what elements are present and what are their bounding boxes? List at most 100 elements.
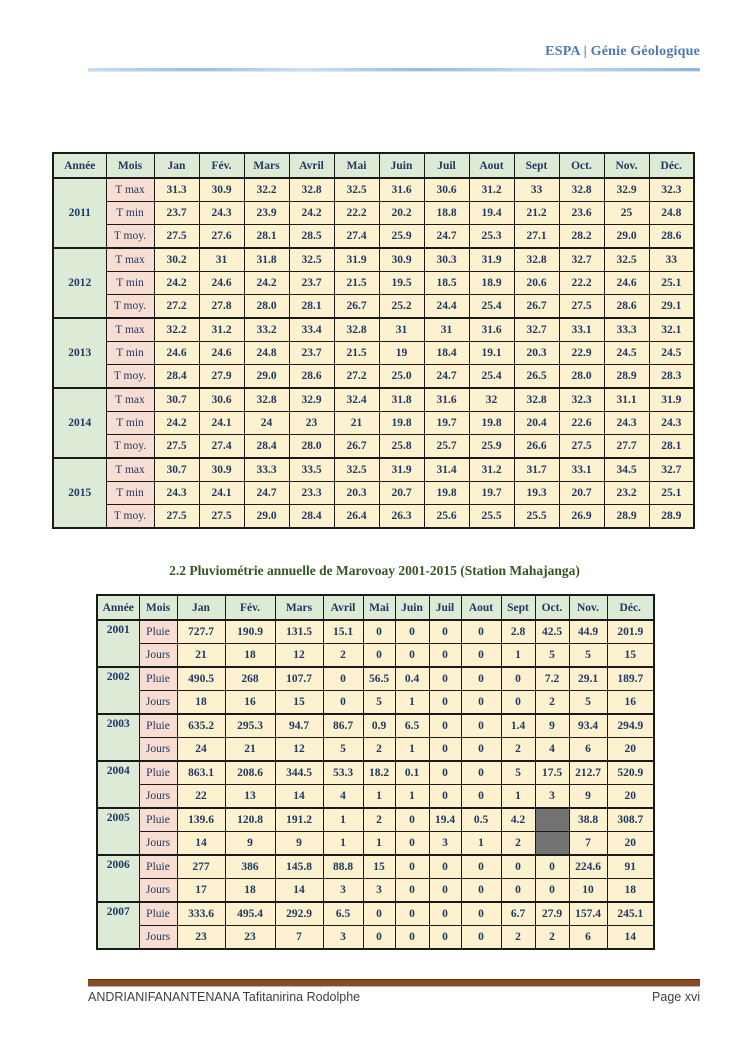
value-cell: 0 [460,901,502,926]
value-cell: 32.3 [648,177,695,202]
value-cell: 28.1 [243,224,290,249]
value-cell: 23.6 [558,201,605,225]
value-cell: 0 [322,690,364,715]
table-header-row: Année Mois Jan Fév. Mars Avril Mai Juin Juil Aout… [96,594,655,621]
missing-value-cell [534,807,570,832]
value-cell: 0 [394,854,430,879]
value-cell: 31.8 [378,387,425,412]
table-row: T moy. 27.5 27.6 28.1 28.5 27.4 25.9 24.7 25.3 27… [53,224,695,249]
value-cell: 26.7 [333,294,380,319]
value-cell: 24.8 [648,201,695,225]
column-header-cell: Juin [378,152,425,179]
value-cell: 28.4 [153,364,200,389]
value-cell: 0 [460,784,502,809]
value-cell: 4 [322,784,364,809]
value-cell: 31.9 [333,247,380,272]
value-cell: 31.6 [468,317,515,342]
value-cell: 33.3 [603,317,650,342]
value-cell: 18 [606,878,655,903]
table-row: T min 24.3 24.1 24.7 23.3 20.3 20.7 19.8 19.7 19.… [53,481,695,505]
value-cell: 28.6 [603,294,650,319]
value-cell: 24 [243,411,290,435]
value-cell: 28.4 [243,434,290,459]
value-cell: 0 [428,643,462,668]
table-row: 2014 T max 30.7 30.6 32.8 32.9 32.4 31.8 31.6 32 3… [52,387,695,459]
value-cell: 2 [534,925,570,950]
year-cell: 2015 [52,457,107,529]
value-cell: 28.6 [288,364,335,389]
value-cell: 29.1 [648,294,695,319]
column-header-cell: Jan [153,152,200,179]
value-cell: 25.5 [513,504,560,529]
value-cell: 26.5 [513,364,560,389]
value-cell: 6 [568,925,608,950]
year-cell: 2002 [96,666,140,715]
value-cell: 32.8 [513,387,560,412]
row-label-cell: Jours [138,831,178,856]
value-cell: 26.7 [513,294,560,319]
value-cell: 4.2 [500,807,536,832]
value-cell: 29.0 [603,224,650,249]
value-cell: 21 [333,411,380,435]
value-cell: 25.1 [648,271,695,295]
value-cell: 333.6 [176,901,226,926]
value-cell: 17 [176,878,226,903]
table-header-row: Année Mois Jan Fév. Mars Avril Mai Juin Juil Aout… [52,152,695,179]
value-cell: 26.6 [513,434,560,459]
value-cell: 0 [322,666,364,691]
value-cell: 44.9 [568,619,608,644]
value-cell: 32.5 [288,247,335,272]
value-cell: 33.2 [243,317,290,342]
value-cell: 0 [534,854,570,879]
column-header-cell: Aout [468,152,515,179]
table-row: T moy. 28.4 27.9 29.0 28.6 27.2 25.0 24.7 25.4 26… [53,364,695,389]
value-cell: 32.9 [603,177,650,202]
rainfall-monthly-table: Année Mois Jan Fév. Mars Avril Mai Juin Juil Aout… [96,594,655,950]
value-cell: 0 [500,878,536,903]
value-cell: 28.0 [558,364,605,389]
table-row: 2007 Pluie 333.6 495.4 292.9 6.5 0 0 0 0 6.7 27.9 15… [96,901,655,950]
value-cell: 0 [428,901,462,926]
table-row: 2003 Pluie 635.2 295.3 94.7 86.7 0.9 6.5 0 0 1.4 9 9… [96,713,655,762]
value-cell: 212.7 [568,760,608,785]
value-cell: 1 [460,831,502,856]
value-cell: 32.9 [288,387,335,412]
year-cell: 2003 [96,713,140,762]
value-cell: 30.9 [198,177,245,202]
value-cell: 56.5 [362,666,396,691]
value-cell: 20.7 [378,481,425,505]
value-cell: 139.6 [176,807,226,832]
column-header-cell: Fév. [198,152,245,179]
value-cell: 27.2 [153,294,200,319]
value-cell: 25.0 [378,364,425,389]
value-cell: 31 [198,247,245,272]
value-cell: 25.6 [423,504,470,529]
value-cell: 10 [568,878,608,903]
value-cell: 30.2 [153,247,200,272]
value-cell: 2 [362,737,396,762]
value-cell: 0 [362,619,396,644]
footer-author: ANDRIANIFANANTENANA Tafitanirina Rodolph… [88,990,361,1004]
value-cell: 28.9 [648,504,695,529]
value-cell: 27.5 [153,504,200,529]
value-cell: 19.4 [428,807,462,832]
row-label-cell: Pluie [138,760,178,785]
row-label-cell: Jours [138,784,178,809]
value-cell: 19.4 [468,201,515,225]
value-cell: 94.7 [274,713,324,738]
value-cell: 25.1 [648,481,695,505]
value-cell: 21.5 [333,341,380,365]
value-cell: 5 [568,690,608,715]
value-cell: 5 [322,737,364,762]
value-cell: 91 [606,854,655,879]
value-cell: 7 [274,925,324,950]
value-cell: 294.9 [606,713,655,738]
value-cell: 1 [394,784,430,809]
value-cell: 6.5 [394,713,430,738]
year-cell: 2012 [52,247,107,319]
value-cell: 31.2 [468,457,515,482]
value-cell: 32.1 [648,317,695,342]
value-cell: 32.8 [558,177,605,202]
row-label-cell: T min [105,341,155,365]
